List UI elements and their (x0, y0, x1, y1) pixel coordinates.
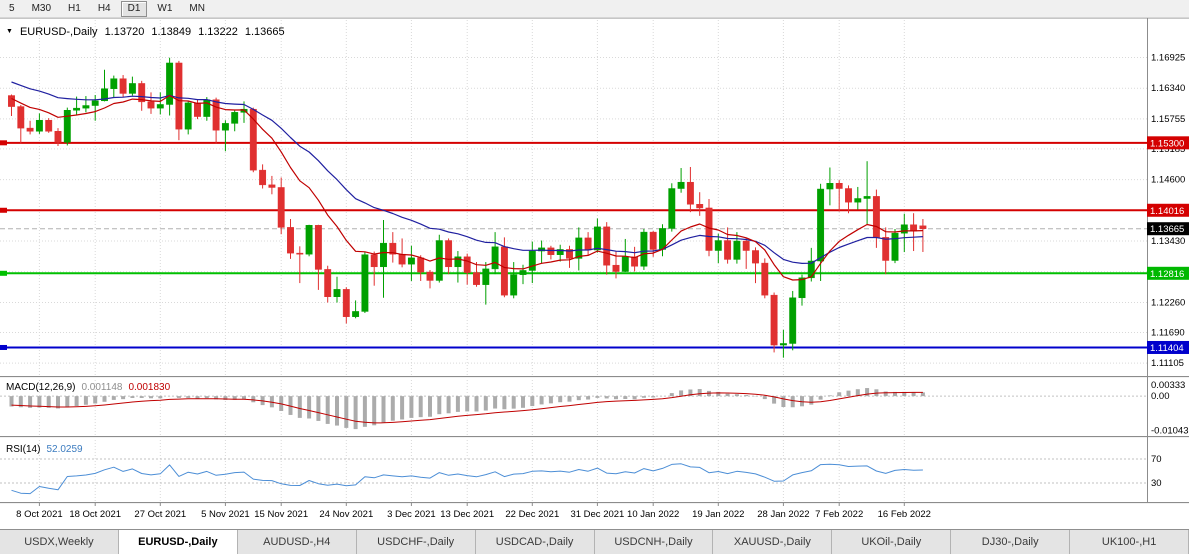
svg-text:1.16925: 1.16925 (1151, 52, 1185, 63)
svg-text:1.14600: 1.14600 (1151, 175, 1185, 186)
chart-canvas[interactable]: 1.16925 1.16340 1.15755 1.15185 1.14600 1.134… (0, 18, 1189, 529)
chart-tab-uk100-h1[interactable]: UK100-,H1 (1070, 530, 1189, 554)
svg-text:8 Oct 2021: 8 Oct 2021 (16, 509, 62, 520)
chart-tab-dj30-daily[interactable]: DJ30-,Daily (951, 530, 1071, 554)
svg-text:1.13430: 1.13430 (1151, 236, 1185, 247)
svg-text:-0.01043: -0.01043 (1151, 425, 1189, 436)
svg-text:1.15300: 1.15300 (1150, 138, 1184, 149)
chart-tab-eurusd-daily[interactable]: EURUSD-,Daily (118, 530, 238, 554)
svg-text:22 Dec 2021: 22 Dec 2021 (505, 509, 559, 520)
svg-text:1.12260: 1.12260 (1151, 298, 1185, 309)
svg-text:1.11690: 1.11690 (1151, 327, 1185, 338)
svg-text:31 Dec 2021: 31 Dec 2021 (570, 509, 624, 520)
svg-text:27 Oct 2021: 27 Oct 2021 (134, 509, 186, 520)
timeframe-button-h1[interactable]: H1 (68, 2, 81, 14)
price-tags: 1.15300 1.14016 1.13665 1.12816 1.11404 (1147, 136, 1189, 354)
price-axis-labels: 1.16925 1.16340 1.15755 1.15185 1.14600 1.134… (1151, 52, 1189, 489)
chart-tab-xauusd-daily[interactable]: XAUUSD-,Daily (713, 530, 833, 554)
chart-tab-usdcad-daily[interactable]: USDCAD-,Daily (475, 530, 595, 554)
rsi (11, 463, 923, 495)
svg-text:0.00: 0.00 (1151, 391, 1170, 402)
chart-tab-ukoil-daily[interactable]: UKOil-,Daily (832, 530, 952, 554)
ma-slow-line (11, 81, 923, 264)
svg-text:24 Nov 2021: 24 Nov 2021 (319, 509, 373, 520)
svg-text:1.12816: 1.12816 (1150, 269, 1184, 280)
timeframe-button-w1[interactable]: W1 (157, 2, 173, 14)
ma-fast-line (11, 94, 923, 281)
horizontal-level-lines (0, 141, 1147, 349)
level-price-tag-1.15300 (1147, 136, 1189, 150)
svg-text:1.11105: 1.11105 (1151, 358, 1184, 369)
svg-text:18 Oct 2021: 18 Oct 2021 (69, 509, 121, 520)
rsi-line (11, 463, 923, 495)
svg-text:5 Nov 2021: 5 Nov 2021 (201, 509, 250, 520)
moving-averages (11, 81, 923, 281)
timeframe-button-mn[interactable]: MN (189, 2, 205, 14)
chart-tab-audusd-h4[interactable]: AUDUSD-,H4 (237, 530, 357, 554)
panel-frames (0, 18, 1189, 504)
svg-text:30: 30 (1151, 478, 1162, 489)
svg-text:19 Jan 2022: 19 Jan 2022 (692, 509, 744, 520)
timeframe-button-h4[interactable]: H4 (97, 2, 111, 14)
svg-text:13 Dec 2021: 13 Dec 2021 (440, 509, 494, 520)
level-price-tag-1.14016 (1147, 203, 1189, 217)
timeframe-button-d1[interactable]: D1 (120, 0, 148, 17)
timeframe-button-m30[interactable]: M30 (31, 2, 52, 14)
left-price-marks (0, 140, 7, 350)
svg-text:1.13665: 1.13665 (1150, 224, 1184, 235)
svg-text:16 Feb 2022: 16 Feb 2022 (878, 509, 931, 520)
svg-text:28 Jan 2022: 28 Jan 2022 (757, 509, 809, 520)
timeframe-toolbar: 5 M30 H1 H4 D1 W1 MN (0, 0, 1189, 18)
macd-signal (11, 391, 923, 424)
svg-text:1.11404: 1.11404 (1150, 343, 1184, 354)
chart-tab-usdcnh-daily[interactable]: USDCNH-,Daily (594, 530, 714, 554)
svg-text:10 Jan 2022: 10 Jan 2022 (627, 509, 679, 520)
svg-text:1.14016: 1.14016 (1150, 206, 1184, 217)
chart-window: 1.16925 1.16340 1.15755 1.15185 1.14600 1.134… (0, 18, 1189, 529)
svg-text:1.16340: 1.16340 (1151, 83, 1185, 94)
macd-signal-line (11, 391, 923, 424)
chart-tab-usdx-weekly[interactable]: USDX,Weekly (0, 530, 119, 554)
timeframe-button-5[interactable]: 5 (9, 2, 15, 14)
candlestick-series[interactable] (8, 57, 927, 358)
chart-tab-bar: USDX,Weekly EURUSD-,Daily AUDUSD-,H4 USDCHF… (0, 529, 1189, 554)
svg-text:7 Feb 2022: 7 Feb 2022 (815, 509, 863, 520)
current-price-tag (1147, 222, 1189, 236)
chart-tab-usdchf-daily[interactable]: USDCHF-,Daily (356, 530, 476, 554)
level-price-tag-1.11404 (1147, 340, 1189, 354)
date-axis-labels: 8 Oct 2021 18 Oct 2021 27 Oct 2021 5 Nov 20… (16, 503, 931, 520)
level-price-tag-1.12816 (1147, 266, 1189, 280)
svg-text:3 Dec 2021: 3 Dec 2021 (387, 509, 436, 520)
vertical-grid (38, 20, 905, 503)
svg-text:1.15755: 1.15755 (1151, 114, 1185, 125)
svg-text:70: 70 (1151, 454, 1162, 465)
svg-text:15 Nov 2021: 15 Nov 2021 (254, 509, 308, 520)
svg-text:1.15185: 1.15185 (1151, 144, 1185, 155)
svg-text:0.00333: 0.00333 (1151, 380, 1185, 391)
